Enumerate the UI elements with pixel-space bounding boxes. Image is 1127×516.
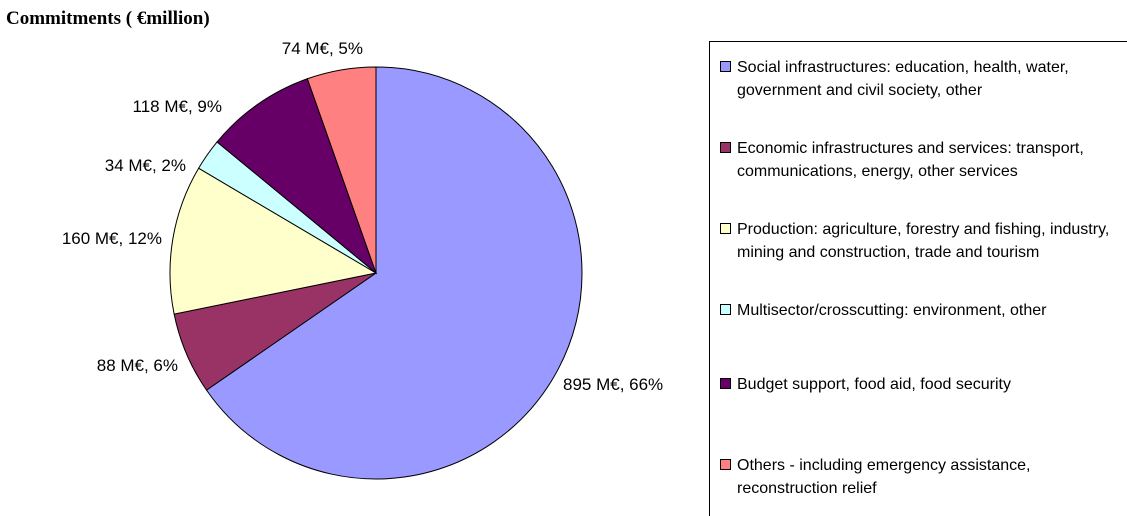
legend-label-3: Multisector/crosscutting: environment, o… [737,302,1047,319]
chart-title: Commitments ( €million) [6,8,210,29]
data-label-1: 88 M€, 6% [97,356,178,375]
data-label-5: 74 M€, 5% [282,39,363,58]
legend-label-1: Economic infrastructures and services: t… [737,140,1084,180]
data-label-3: 34 M€, 2% [105,156,186,175]
legend-swatch-2 [720,223,731,234]
legend-swatch-4 [720,378,731,389]
pie-slice-0 [205,66,583,480]
legend-label-0: Social infrastructures: education, healt… [737,59,1069,99]
legend-label-5: Others - including emergency assistance,… [737,457,1031,497]
data-label-4: 118 M€, 9% [133,97,222,116]
legend-swatch-0 [720,61,731,72]
pie-slice-5 [306,66,377,274]
legend-label-4: Budget support, food aid, food security [737,376,1011,393]
data-label-2: 160 M€, 12% [62,229,162,248]
legend: Social infrastructures: education, healt… [709,41,1127,516]
legend-label-2: Production: agriculture, forestry and fi… [737,221,1110,261]
data-label-0: 895 M€, 66% [563,375,663,394]
legend-swatch-5 [720,459,731,470]
legend-swatch-3 [720,304,731,315]
pie-slice-2 [169,167,378,315]
legend-swatch-1 [720,142,731,153]
pie-chart: 895 M€, 66% 88 M€, 6% 160 M€, 12% 34 M€, 2%… [62,39,663,480]
pie-slice-4 [216,78,378,275]
